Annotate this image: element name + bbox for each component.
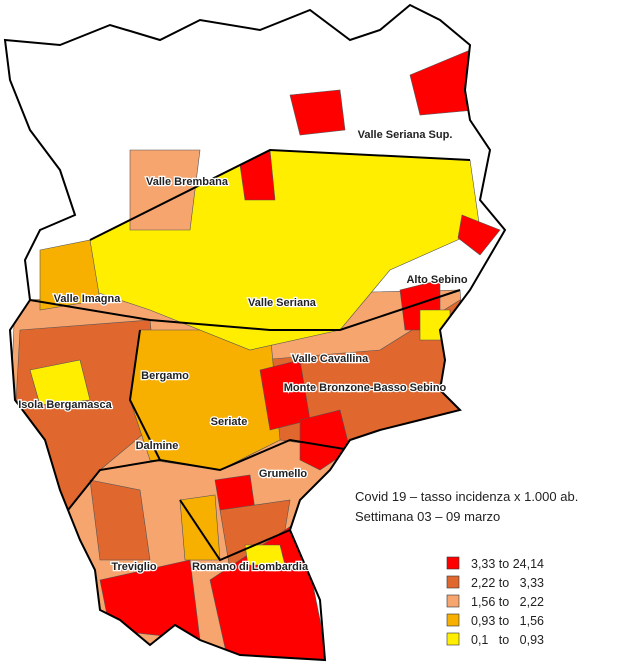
zone xyxy=(129,149,201,231)
legend-label: 2,22 to 3,33 xyxy=(471,576,544,590)
legend-swatch xyxy=(446,594,460,608)
legend-label: 0,1 to 0,93 xyxy=(471,633,544,647)
district-label: Treviglio xyxy=(111,561,157,573)
district-label: Valle Seriana xyxy=(248,297,317,309)
map-subtitle: Settimana 03 – 09 marzo xyxy=(355,509,500,524)
legend-label: 0,93 to 1,56 xyxy=(471,614,544,628)
district-labels: Valle Seriana Sup. Valle Brembana Alto Seb… xyxy=(17,128,469,575)
district-border xyxy=(89,148,471,241)
zone xyxy=(29,359,91,406)
district-label: Isola Bergamasca xyxy=(18,399,112,411)
district-label: Alto Sebino xyxy=(406,274,467,286)
legend-swatch xyxy=(446,556,460,570)
map-title: Covid 19 – tasso incidenza x 1.000 ab. xyxy=(355,489,578,504)
legend-swatch xyxy=(446,613,460,627)
district-label: Valle Imagna xyxy=(54,293,122,305)
zone xyxy=(299,409,351,471)
zone xyxy=(244,544,286,566)
district-label: Valle Seriana Sup. xyxy=(358,129,453,141)
district-border xyxy=(29,289,461,331)
legend-swatch xyxy=(446,632,460,646)
legend-swatch xyxy=(446,575,460,589)
district-label: Seriate xyxy=(211,416,248,428)
district-label: Monte Bronzone-Basso Sebino xyxy=(284,382,447,394)
district-label: Grumello xyxy=(259,468,308,480)
district-label: Valle Brembana xyxy=(146,176,229,188)
zone xyxy=(419,309,451,341)
zone xyxy=(214,474,256,511)
zone xyxy=(89,479,151,561)
district-label: Romano di Lombardia xyxy=(192,561,309,573)
zone xyxy=(209,519,331,660)
legend-label: 1,56 to 2,22 xyxy=(471,595,544,609)
zone xyxy=(39,239,101,311)
legend-label: 3,33 to 24,14 xyxy=(471,557,544,571)
district-label: Dalmine xyxy=(136,440,179,452)
province-border xyxy=(3,3,507,662)
legend: 3,33 to 24,14 2,22 to 3,33 1,56 to 2,22 0,9… xyxy=(446,556,544,647)
district-label: Valle Cavallina xyxy=(292,353,369,365)
zone xyxy=(289,89,346,136)
district-border xyxy=(179,499,291,562)
district-label: Bergamo xyxy=(141,370,189,382)
zone xyxy=(457,214,501,256)
